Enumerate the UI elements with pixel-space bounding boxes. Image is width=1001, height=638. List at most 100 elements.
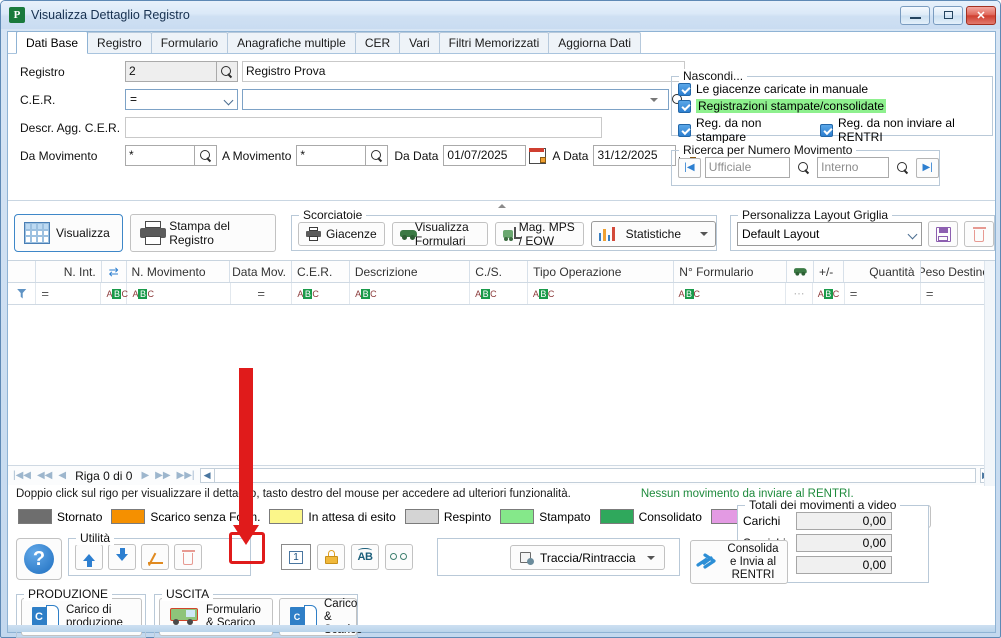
legend-swatch-scarico-senza-form [111,509,146,524]
registro-search-button[interactable] [217,61,238,82]
grid-filter-data-mov[interactable]: = [231,283,293,304]
cer-value-input[interactable] [242,89,669,110]
help-button[interactable]: ? [16,538,62,580]
da-movimento-input[interactable]: * [125,145,195,166]
lock-button[interactable] [317,544,345,570]
descr-agg-input[interactable] [125,117,602,138]
grid-filter-n-int[interactable]: = [36,283,102,304]
interno-input[interactable]: Interno [817,157,890,178]
traccia-rintraccia-button[interactable]: Traccia/Rintraccia [510,545,665,570]
registro-descrizione-input[interactable]: Registro Prova [242,61,685,82]
scroll-left-icon[interactable]: ◀ [201,469,215,482]
grid-header-cs[interactable]: C./S. [470,261,529,282]
cer-dropdown-button[interactable] [647,97,661,102]
tab-anagrafiche-multiple[interactable]: Anagrafiche multiple [227,32,356,53]
nav-first-button[interactable]: |◀◀ [13,470,31,481]
checkbox-icon[interactable] [820,123,833,137]
checkbox-icon[interactable] [678,123,691,137]
nav-prev-page-button[interactable]: ◀◀ [36,470,53,481]
giacenze-button[interactable]: Giacenze [297,222,385,246]
cer-search-button[interactable] [667,93,689,106]
save-layout-button[interactable] [928,221,958,247]
tab-filtri-memorizzati[interactable]: Filtri Memorizzati [438,32,550,53]
grid-filter-button[interactable] [8,283,37,304]
grid-header-sort-arrows[interactable]: ⇄ [102,261,127,282]
last-record-button[interactable]: ▶| [916,157,939,178]
grid-header-truck[interactable] [787,261,814,282]
annotation-highlight-box [229,532,265,564]
da-movimento-search-button[interactable] [195,145,217,166]
registro-input[interactable]: 2 [125,61,217,82]
grid-filter-quantita[interactable]: = [845,283,921,304]
interno-search-button[interactable] [893,161,912,174]
grid-header-cer[interactable]: C.E.R. [292,261,350,282]
grid-body[interactable] [8,305,995,465]
grid-header-tipo-operazione[interactable]: Tipo Operazione [528,261,675,282]
stampa-registro-button[interactable]: Stampa del Registro [130,214,276,252]
tab-formulario[interactable]: Formulario [150,32,229,53]
grid-header-descrizione[interactable]: Descrizione [350,261,471,282]
statistiche-button[interactable]: Statistiche [590,221,716,247]
checkbox-icon [678,99,691,113]
book-icon: C [32,605,60,629]
layout-select[interactable]: Default Layout [737,222,922,246]
a-movimento-search-button[interactable] [366,145,389,166]
ricerca-group: Ricerca per Numero Movimento |◀ Ufficial… [671,143,940,186]
grid-filter-truck[interactable]: ⋯ [786,283,813,304]
tab-vari[interactable]: Vari [399,32,440,53]
panel-collapse-handle[interactable] [8,200,995,210]
move-up-button[interactable] [75,544,103,570]
close-button[interactable]: ✕ [966,5,996,25]
ufficiale-input[interactable]: Ufficiale [704,157,791,178]
consolida-invia-rentri-button[interactable]: Consolida e Invia al RENTRI [690,540,788,584]
checkbox-label: Le giacenze caricate in manuale [696,82,869,96]
minimize-button[interactable] [900,5,930,25]
checkbox-giacenze-manuale[interactable]: Le giacenze caricate in manuale [678,82,992,96]
checkbox-registrazioni-stampate[interactable]: Registrazioni stampate/consolidate [678,99,992,113]
scales-button[interactable] [385,544,413,570]
grid-header-n-formulario[interactable]: N° Formulario [674,261,788,282]
chevron-up-icon [497,203,506,208]
registro-label: Registro [20,64,65,79]
tab-registro[interactable]: Registro [87,32,152,53]
delete-layout-button[interactable] [964,221,994,247]
grid-vertical-scrollbar[interactable] [984,261,995,486]
grid-header-data-mov[interactable]: Data Mov. [230,261,292,282]
visualizza-button[interactable]: Visualizza [14,214,124,252]
angle-button[interactable] [141,544,169,570]
grid-header-plusminus[interactable]: +/- [814,261,845,282]
grid-header-n-int[interactable]: N. Int. [36,261,102,282]
nav-last-button[interactable]: ▶▶| [176,470,195,481]
nav-prev-button[interactable]: ◀ [58,470,67,481]
visualizza-formulari-button[interactable]: Visualizza Formulari [391,220,488,248]
cer-operator-select[interactable]: = [125,89,238,110]
ab-button[interactable]: AB [351,544,379,570]
tab-cer[interactable]: CER [354,32,401,53]
grid-header-quantita[interactable]: Quantità [844,261,921,282]
ufficiale-search-button[interactable] [794,161,813,174]
first-record-button[interactable]: |◀ [678,157,701,178]
nav-next-button[interactable]: ▶ [141,470,150,481]
maximize-button[interactable] [933,5,963,25]
grid-header-n-movimento[interactable]: N. Movimento [127,261,231,282]
page-one-button[interactable]: 1 [281,544,311,570]
a-movimento-input[interactable]: * [296,145,367,166]
mag-mps-eow-button[interactable]: Mag. MPS / EOW [494,220,584,248]
nav-next-page-button[interactable]: ▶▶ [155,470,171,481]
grid-horizontal-scrollbar[interactable]: ◀ [199,468,976,483]
tab-dati-base[interactable]: Dati Base [16,31,89,54]
tab-aggiorna-dati[interactable]: Aggiorna Dati [548,32,641,53]
da-data-calendar-button[interactable] [526,145,548,166]
delete-button[interactable] [174,544,202,570]
a-data-input[interactable]: 31/12/2025 [593,145,677,166]
move-down-button[interactable] [108,544,136,570]
da-data-input[interactable]: 01/07/2025 [443,145,527,166]
